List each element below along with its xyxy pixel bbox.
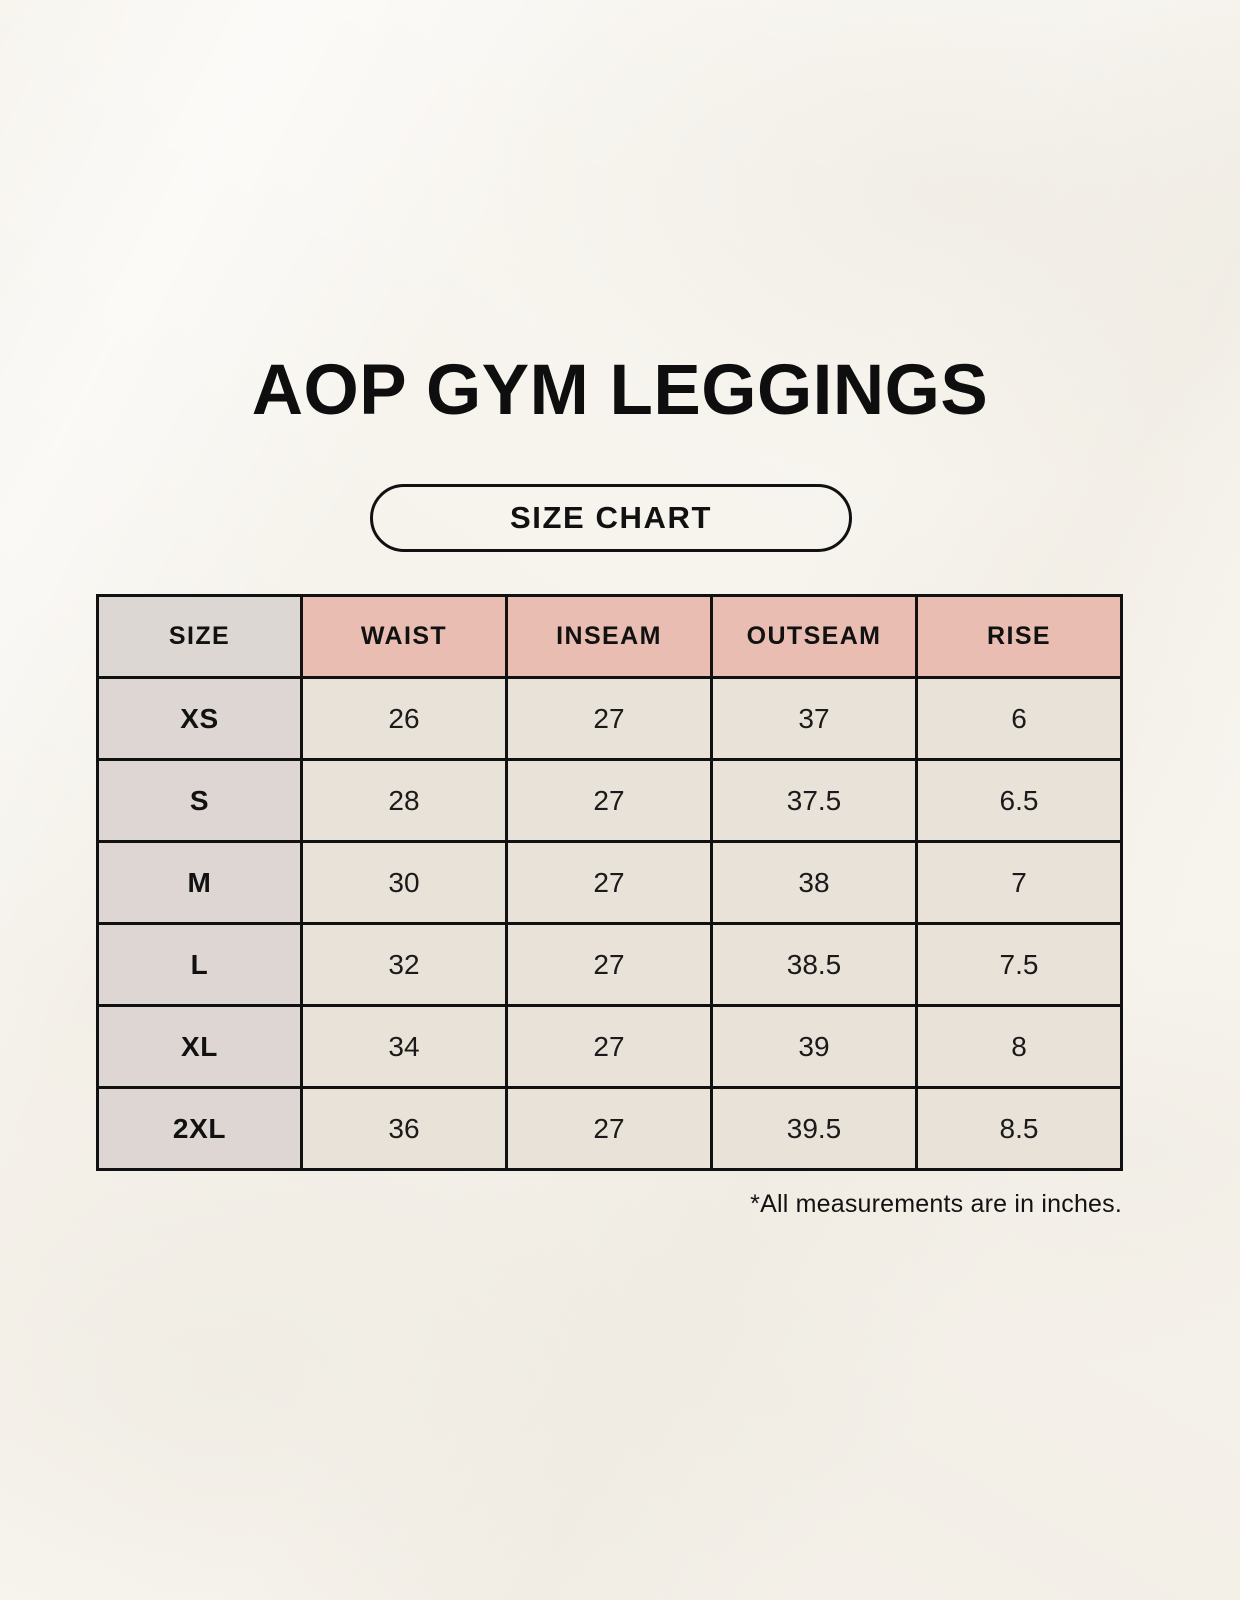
table-header-row: SIZE WAIST INSEAM OUTSEAM RISE: [96, 594, 1123, 679]
cell-rise: 7: [915, 840, 1123, 925]
cell-size: XS: [96, 676, 303, 761]
measurements-footnote: *All measurements are in inches.: [750, 1190, 1122, 1218]
cell-outseam: 37.5: [710, 758, 918, 843]
table-row: XL 34 27 39 8: [96, 1004, 1123, 1089]
table-row: S 28 27 37.5 6.5: [96, 758, 1123, 843]
cell-size: 2XL: [96, 1086, 303, 1171]
table-row: XS 26 27 37 6: [96, 676, 1123, 761]
table-row: 2XL 36 27 39.5 8.5: [96, 1086, 1123, 1171]
table-row: L 32 27 38.5 7.5: [96, 922, 1123, 1007]
cell-inseam: 27: [505, 840, 713, 925]
size-chart-table: SIZE WAIST INSEAM OUTSEAM RISE XS 26 27 …: [96, 594, 1123, 1171]
cell-size: L: [96, 922, 303, 1007]
cell-size: S: [96, 758, 303, 843]
cell-size: XL: [96, 1004, 303, 1089]
cell-inseam: 27: [505, 1086, 713, 1171]
cell-waist: 34: [300, 1004, 508, 1089]
size-chart-badge: SIZE CHART: [370, 484, 852, 552]
size-chart-badge-label: SIZE CHART: [510, 500, 712, 535]
column-header-waist: WAIST: [300, 594, 508, 679]
cell-waist: 30: [300, 840, 508, 925]
column-header-size: SIZE: [96, 594, 303, 679]
cell-outseam: 38.5: [710, 922, 918, 1007]
cell-rise: 8.5: [915, 1086, 1123, 1171]
cell-rise: 8: [915, 1004, 1123, 1089]
column-header-outseam: OUTSEAM: [710, 594, 918, 679]
table-header: SIZE WAIST INSEAM OUTSEAM RISE: [96, 594, 1123, 679]
size-chart-table-container: SIZE WAIST INSEAM OUTSEAM RISE XS 26 27 …: [96, 594, 1123, 1171]
cell-waist: 26: [300, 676, 508, 761]
cell-outseam: 37: [710, 676, 918, 761]
cell-inseam: 27: [505, 922, 713, 1007]
cell-inseam: 27: [505, 758, 713, 843]
cell-rise: 7.5: [915, 922, 1123, 1007]
cell-outseam: 39: [710, 1004, 918, 1089]
page-title: AOP GYM LEGGINGS: [251, 351, 989, 430]
table-row: M 30 27 38 7: [96, 840, 1123, 925]
cell-outseam: 38: [710, 840, 918, 925]
cell-rise: 6.5: [915, 758, 1123, 843]
column-header-rise: RISE: [915, 594, 1123, 679]
cell-inseam: 27: [505, 676, 713, 761]
cell-waist: 36: [300, 1086, 508, 1171]
cell-waist: 32: [300, 922, 508, 1007]
cell-inseam: 27: [505, 1004, 713, 1089]
cell-outseam: 39.5: [710, 1086, 918, 1171]
table-body: XS 26 27 37 6 S 28 27 37.5 6.5 M 30 27: [96, 676, 1123, 1171]
cell-waist: 28: [300, 758, 508, 843]
cell-rise: 6: [915, 676, 1123, 761]
column-header-inseam: INSEAM: [505, 594, 713, 679]
cell-size: M: [96, 840, 303, 925]
